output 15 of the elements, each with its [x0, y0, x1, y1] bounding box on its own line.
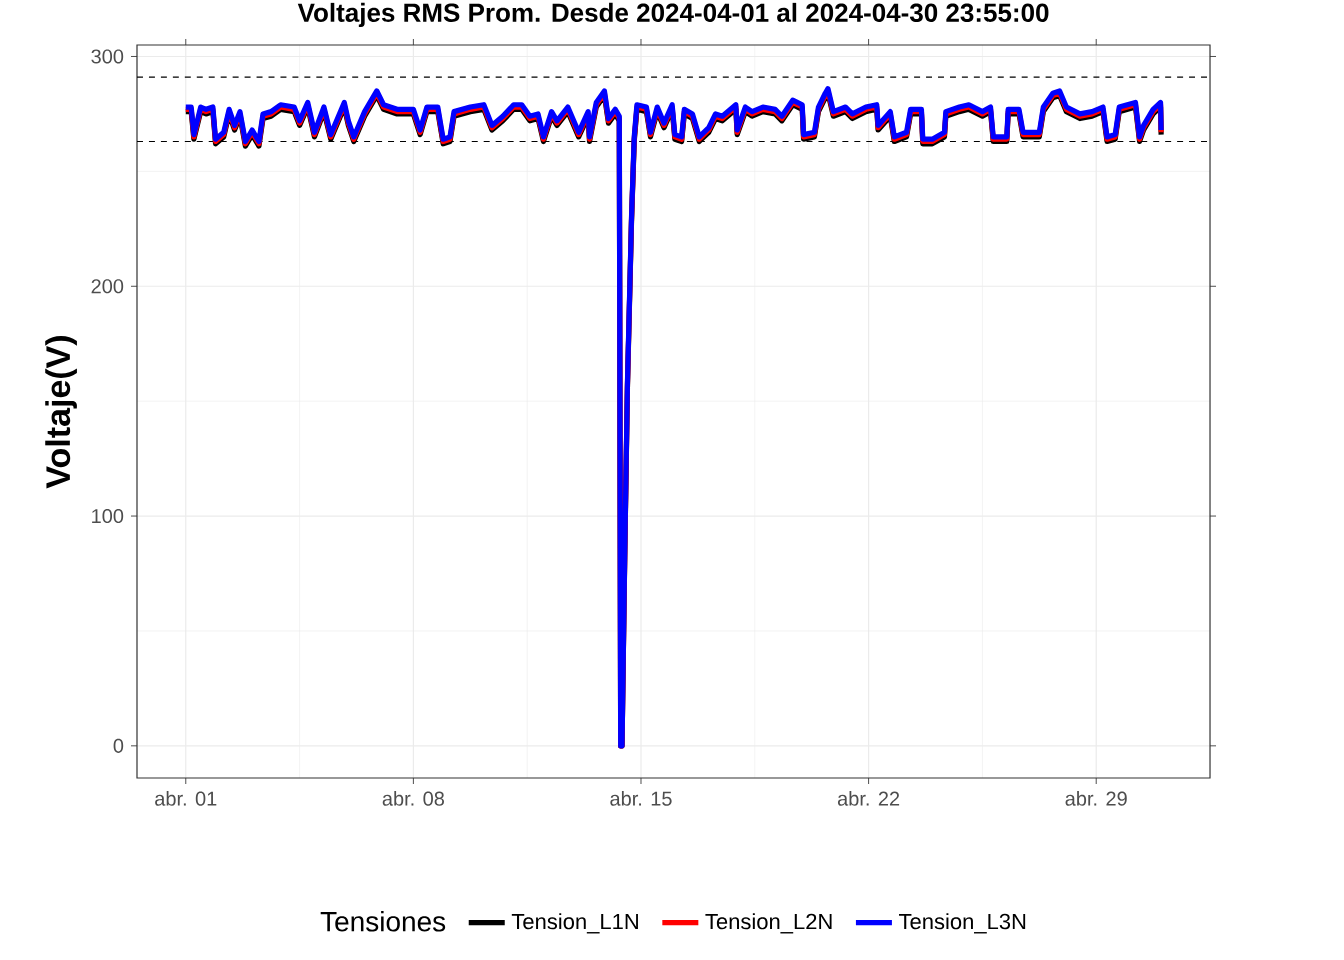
x-tick-label: abr. 15 [610, 791, 672, 806]
y-tick-label: 200 [91, 279, 124, 294]
y-tick-label: 300 [91, 49, 124, 64]
legend-label: Tension_L3N [899, 913, 1026, 934]
y-axis-title: Voltaje(V) [45, 336, 77, 489]
legend-label: Tension_L2N [705, 913, 832, 934]
y-tick-label: 100 [92, 508, 124, 524]
y-tick-label: 0 [113, 738, 124, 753]
legend-label: Tension_L1N [511, 913, 638, 934]
x-tick-label: abr. 22 [837, 791, 900, 806]
x-tick-label: abr. 01 [155, 791, 217, 806]
chart-title: Voltajes RMS Prom. Desde 2024-04-01 al 2024-04-30 23:55:00 [297, 2, 1049, 28]
x-tick-label: abr. 08 [382, 791, 444, 806]
legend-title: Tensiones [320, 910, 446, 932]
x-tick-label: abr. 29 [1065, 791, 1127, 806]
